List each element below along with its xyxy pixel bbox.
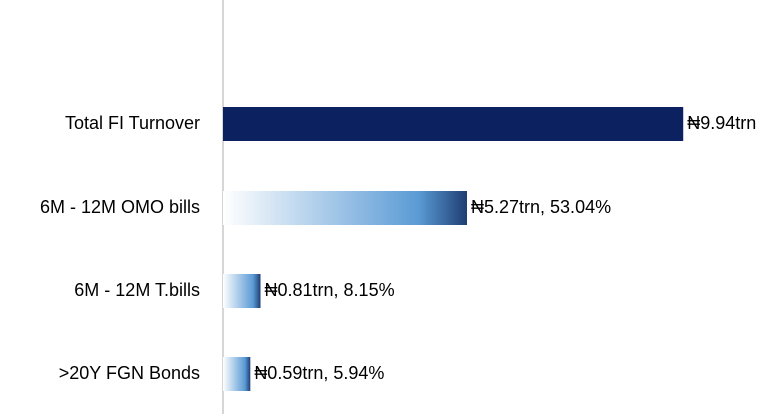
bar [223, 357, 251, 391]
category-label: Total FI Turnover [65, 113, 200, 133]
category-label: 6M - 12M T.bills [74, 280, 200, 300]
category-label: 6M - 12M OMO bills [40, 197, 200, 217]
value-label: ₦5.27trn, 53.04% [471, 197, 611, 217]
value-label: ₦0.81trn, 8.15% [265, 280, 395, 300]
value-label: ₦9.94trn [687, 113, 756, 133]
bar [223, 274, 261, 308]
category-label: >20Y FGN Bonds [59, 363, 200, 383]
value-label: ₦0.59trn, 5.94% [254, 363, 384, 383]
bar [223, 107, 684, 141]
bar [223, 191, 468, 225]
